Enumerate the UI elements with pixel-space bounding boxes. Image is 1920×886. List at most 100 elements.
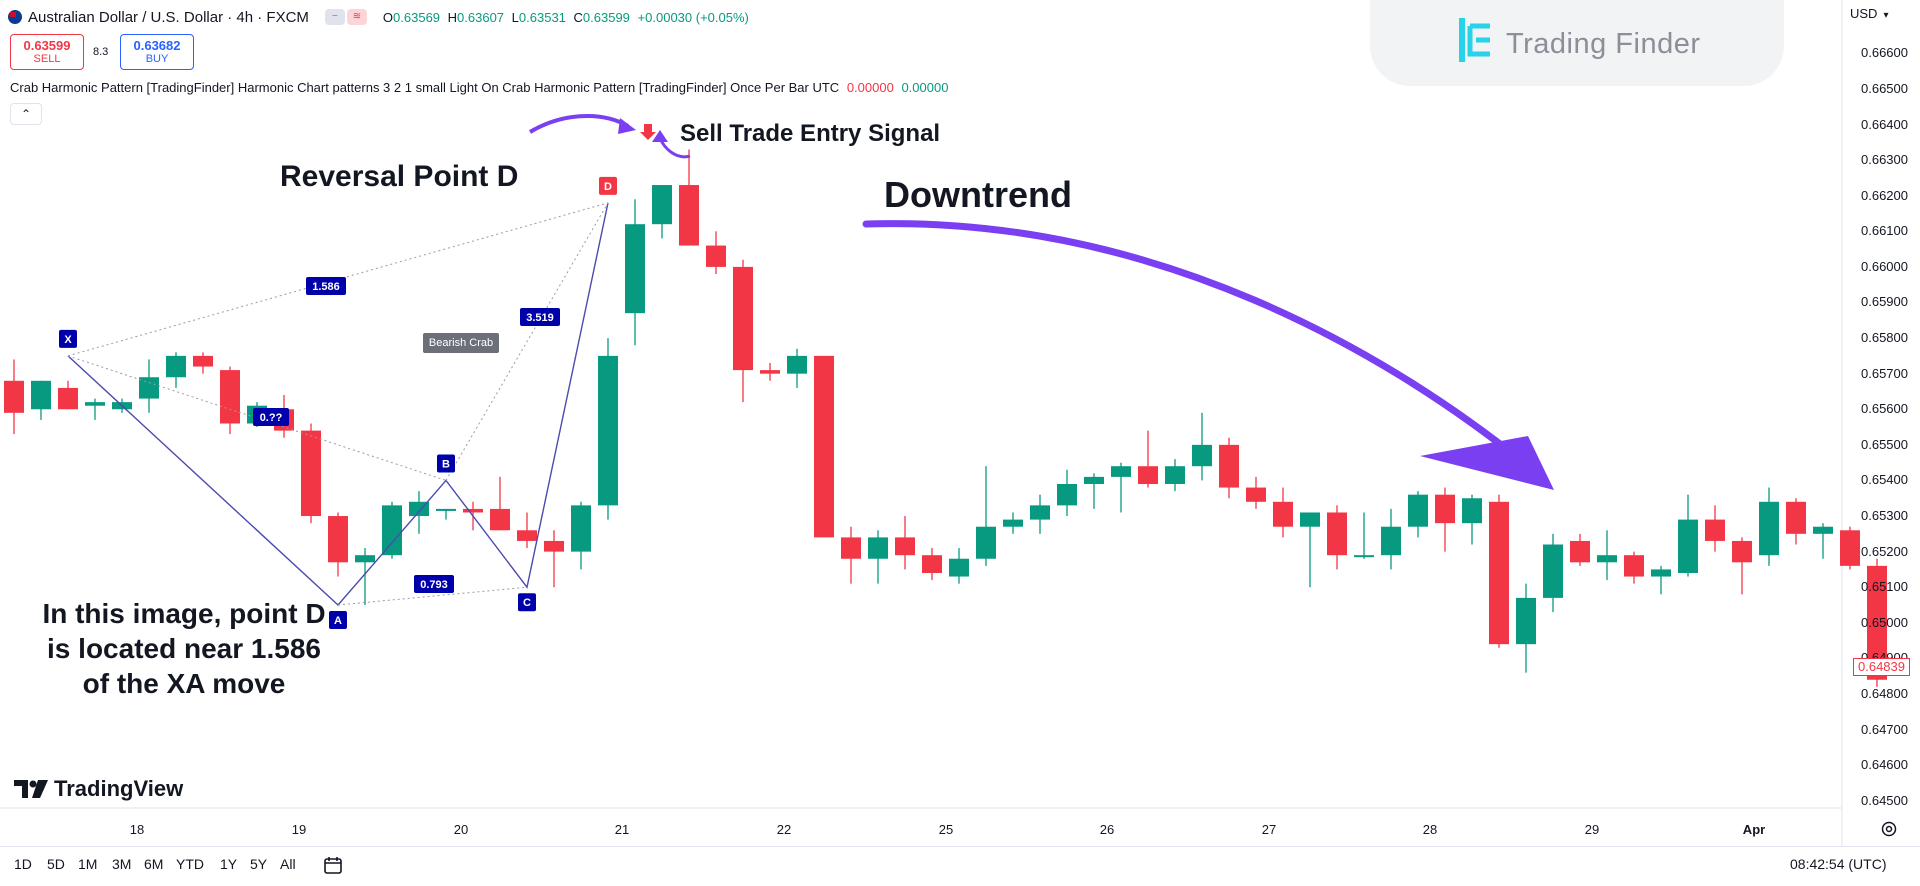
aud-flag-icon xyxy=(8,10,22,24)
sell-button[interactable]: 0.63599 SELL xyxy=(10,34,84,70)
candle-body xyxy=(220,370,240,424)
candle-body xyxy=(1786,501,1806,534)
pattern-name-label: Bearish Crab xyxy=(423,333,499,353)
price-tick-label: 0.65400 xyxy=(1861,472,1908,488)
candle-body xyxy=(1651,569,1671,577)
sell-signal-arrow-icon xyxy=(640,124,656,140)
candle-body xyxy=(1057,484,1077,506)
minus-icon[interactable]: − xyxy=(324,9,345,25)
ratio-tag-text: 3.519 xyxy=(526,312,554,324)
currency-selector[interactable]: USD ▾ xyxy=(1850,6,1888,28)
candle-body xyxy=(1543,544,1563,598)
trading-finder-logo-icon xyxy=(1459,18,1490,62)
candle-body xyxy=(1759,501,1779,556)
time-tick-label: 22 xyxy=(776,822,792,837)
candle-body xyxy=(1084,476,1104,485)
tradingview-logo-icon xyxy=(14,780,48,798)
range-button-all[interactable]: All xyxy=(280,856,296,872)
candle-body xyxy=(1003,519,1023,527)
indicator-value-2: 0.00000 xyxy=(901,80,949,95)
candle-body xyxy=(598,355,618,506)
candle-body xyxy=(517,530,537,541)
candle-body xyxy=(1327,512,1347,556)
signal-arrowhead-icon xyxy=(652,130,668,142)
candle-body xyxy=(625,224,645,314)
candle-body xyxy=(4,380,24,413)
candle-body xyxy=(841,537,861,559)
collapse-legend-button[interactable]: ⌃ xyxy=(10,103,42,125)
pattern-point-label: X xyxy=(64,334,72,346)
downtrend-annotation: Downtrend xyxy=(884,174,1072,215)
gear-icon[interactable] xyxy=(1880,820,1898,838)
candle-body xyxy=(976,526,996,559)
candle-body xyxy=(1408,494,1428,527)
candle-body xyxy=(166,355,186,378)
price-tick-label: 0.66100 xyxy=(1861,223,1908,239)
range-button-1d[interactable]: 1D xyxy=(14,856,32,872)
watermark-text: Trading Finder xyxy=(1506,28,1701,60)
range-button-ytd[interactable]: YTD xyxy=(176,856,204,872)
candle-body xyxy=(706,245,726,267)
candle-body xyxy=(787,355,807,374)
candle-body xyxy=(1192,444,1212,467)
bottom-toolbar xyxy=(0,846,1920,886)
sell-signal-annotation: Sell Trade Entry Signal xyxy=(680,120,941,147)
time-tick-label: 25 xyxy=(938,822,954,837)
wave-icon[interactable]: ≋ xyxy=(346,9,367,25)
calendar-icon[interactable] xyxy=(322,854,344,876)
candle-body xyxy=(1840,530,1860,566)
time-tick-label: 19 xyxy=(291,822,307,837)
candle-body xyxy=(85,402,105,406)
candle-body xyxy=(1705,519,1725,541)
price-tick-label: 0.65200 xyxy=(1861,543,1908,559)
candle-body xyxy=(1219,444,1239,488)
buy-button[interactable]: 0.63682 BUY xyxy=(120,34,194,70)
price-tick-label: 0.66500 xyxy=(1861,80,1908,96)
candle-body xyxy=(463,508,483,513)
pattern-point-label: C xyxy=(523,597,531,609)
range-button-5d[interactable]: 5D xyxy=(47,856,65,872)
ratio-tag-text: 0.?? xyxy=(260,412,283,424)
utc-clock[interactable]: 08:42:54 (UTC) xyxy=(1790,856,1887,872)
range-button-5y[interactable]: 5Y xyxy=(250,856,268,872)
time-tick-label: 21 xyxy=(614,822,630,837)
symbol-title[interactable]: Australian Dollar / U.S. Dollar · 4h · F… xyxy=(28,8,309,26)
candle-body xyxy=(436,508,456,511)
price-tick-label: 0.65100 xyxy=(1861,579,1908,595)
candle-body xyxy=(895,537,915,556)
indicator-legend[interactable]: Crab Harmonic Pattern [TradingFinder] Ha… xyxy=(10,80,948,95)
pattern-ratio-line xyxy=(445,202,609,481)
range-button-1m[interactable]: 1M xyxy=(78,856,98,872)
candle-body xyxy=(301,430,321,517)
price-tick-label: 0.65600 xyxy=(1861,401,1908,417)
tradingview-logo-text: TradingView xyxy=(54,776,184,801)
pattern-point-label: A xyxy=(334,615,342,627)
candle-body xyxy=(31,380,51,410)
price-tick-label: 0.66600 xyxy=(1861,45,1908,61)
candle-body xyxy=(949,558,969,577)
pattern-point-b: B xyxy=(437,454,455,473)
candle-body xyxy=(1867,565,1887,680)
candle-body xyxy=(1030,505,1050,520)
market-status[interactable]: − ≋ xyxy=(324,9,369,25)
range-button-1y[interactable]: 1Y xyxy=(220,856,238,872)
chevron-up-icon: ⌃ xyxy=(20,107,32,121)
sell-price: 0.63599 xyxy=(23,38,71,53)
candle-body xyxy=(760,370,780,374)
pattern-ratio-line xyxy=(67,355,447,481)
candle-body xyxy=(139,377,159,399)
ratio-tag: 3.519 xyxy=(520,308,560,326)
downtrend-arrowhead-icon xyxy=(1420,436,1554,490)
candle-body xyxy=(1570,540,1590,563)
price-tick-label: 0.65700 xyxy=(1861,365,1908,381)
candle-body xyxy=(1246,487,1266,502)
range-button-6m[interactable]: 6M xyxy=(144,856,164,872)
buy-label: BUY xyxy=(145,53,169,65)
candle-body xyxy=(1489,501,1509,645)
spread-value: 8.3 xyxy=(93,46,109,58)
candle-body xyxy=(679,185,699,246)
candle-body xyxy=(355,555,375,563)
range-button-3m[interactable]: 3M xyxy=(112,856,132,872)
candle-body xyxy=(193,355,213,367)
